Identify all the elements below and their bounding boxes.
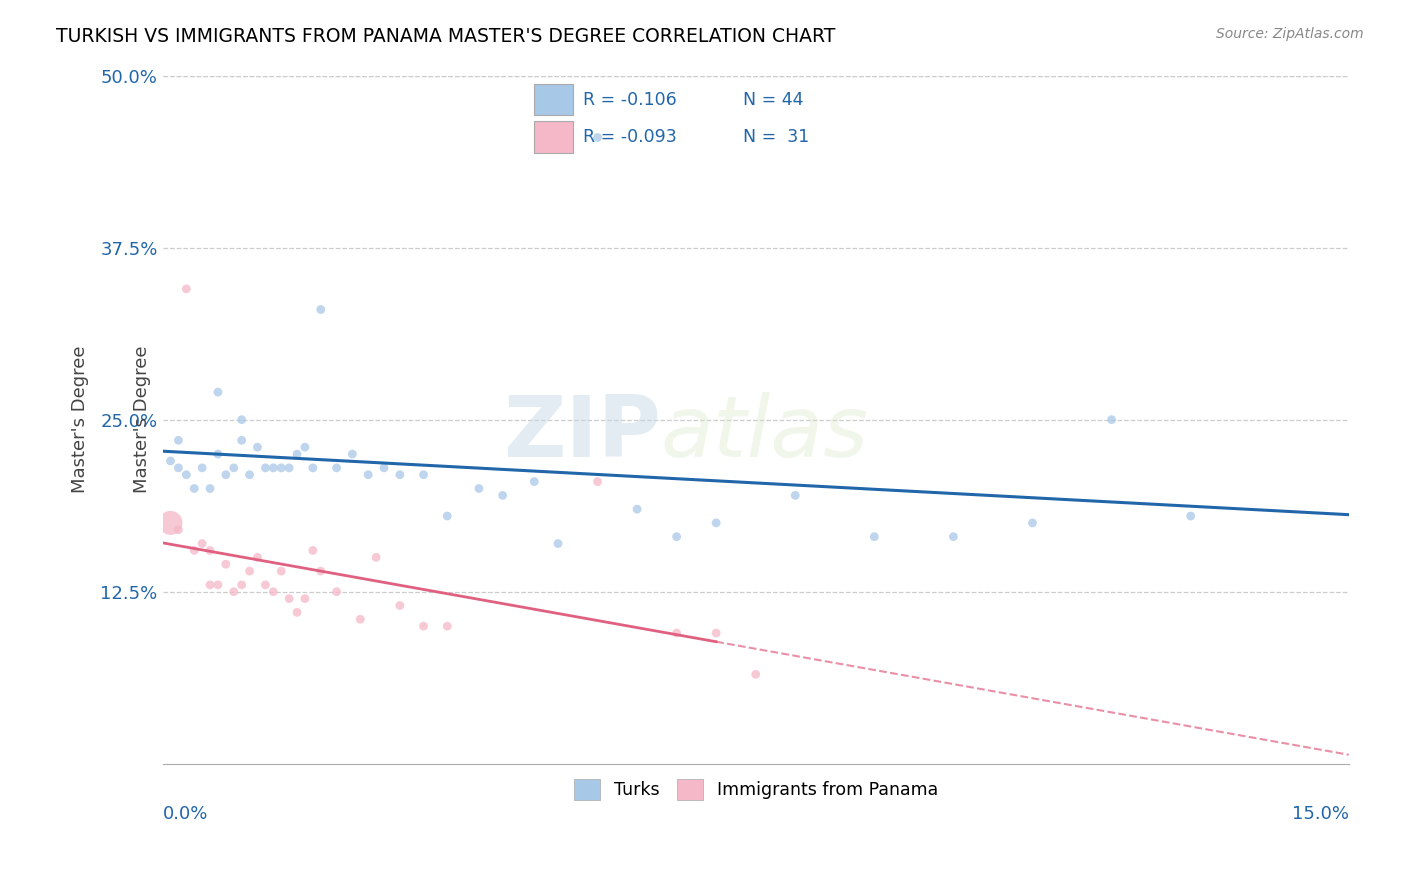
Point xyxy=(270,460,292,475)
Point xyxy=(468,482,491,496)
Point xyxy=(586,475,609,489)
Point xyxy=(436,509,458,524)
Point xyxy=(436,619,458,633)
Point xyxy=(246,550,269,565)
Y-axis label: Master's Degree: Master's Degree xyxy=(134,346,152,493)
Point xyxy=(665,530,688,544)
Text: TURKISH VS IMMIGRANTS FROM PANAMA MASTER'S DEGREE CORRELATION CHART: TURKISH VS IMMIGRANTS FROM PANAMA MASTER… xyxy=(56,27,835,45)
Point xyxy=(357,467,380,482)
Point xyxy=(366,550,388,565)
Point xyxy=(191,460,214,475)
Legend: Turks, Immigrants from Panama: Turks, Immigrants from Panama xyxy=(567,772,945,806)
Point xyxy=(309,302,332,317)
Point xyxy=(665,626,688,640)
Point xyxy=(198,482,221,496)
Point xyxy=(231,578,253,592)
Point xyxy=(207,385,229,400)
Point xyxy=(523,475,546,489)
Point xyxy=(349,612,371,626)
Text: atlas: atlas xyxy=(661,392,869,475)
Point xyxy=(547,536,569,550)
Point xyxy=(704,626,727,640)
Point xyxy=(1101,412,1123,426)
Point xyxy=(412,619,434,633)
Point xyxy=(262,460,284,475)
Point xyxy=(198,543,221,558)
Point xyxy=(302,460,325,475)
Point xyxy=(159,454,181,468)
Point xyxy=(215,467,238,482)
Point xyxy=(412,467,434,482)
Point xyxy=(222,460,245,475)
Point xyxy=(285,606,308,620)
Point xyxy=(294,591,316,606)
Text: 15.0%: 15.0% xyxy=(1292,805,1348,823)
Point xyxy=(270,564,292,578)
Point xyxy=(176,282,198,296)
Point xyxy=(191,536,214,550)
Text: Source: ZipAtlas.com: Source: ZipAtlas.com xyxy=(1216,27,1364,41)
Point xyxy=(176,467,198,482)
Point xyxy=(159,516,181,530)
Point xyxy=(246,440,269,454)
Point xyxy=(785,488,807,502)
Point xyxy=(183,482,205,496)
Point xyxy=(1021,516,1043,530)
Point xyxy=(239,467,262,482)
Point xyxy=(231,412,253,426)
Point xyxy=(388,599,411,613)
Text: 0.0%: 0.0% xyxy=(163,805,208,823)
Point xyxy=(207,447,229,461)
Point xyxy=(1180,509,1202,524)
Point xyxy=(278,591,301,606)
Point xyxy=(491,488,513,502)
Point xyxy=(342,447,364,461)
Point xyxy=(262,584,284,599)
Point xyxy=(942,530,965,544)
Point xyxy=(586,130,609,145)
Point xyxy=(215,558,238,572)
Point xyxy=(207,578,229,592)
Point xyxy=(167,523,190,537)
Point xyxy=(231,434,253,448)
Point xyxy=(626,502,648,516)
Point xyxy=(167,460,190,475)
Point xyxy=(294,440,316,454)
Point xyxy=(309,564,332,578)
Point xyxy=(167,434,190,448)
Point xyxy=(239,564,262,578)
Point xyxy=(278,460,301,475)
Point xyxy=(285,447,308,461)
Point xyxy=(254,578,277,592)
Point xyxy=(863,530,886,544)
Point xyxy=(373,460,395,475)
Point xyxy=(222,584,245,599)
Point xyxy=(183,543,205,558)
Point xyxy=(325,460,347,475)
Y-axis label: Master's Degree: Master's Degree xyxy=(72,346,89,493)
Point xyxy=(744,667,766,681)
Point xyxy=(302,543,325,558)
Point xyxy=(704,516,727,530)
Text: ZIP: ZIP xyxy=(503,392,661,475)
Point xyxy=(388,467,411,482)
Point xyxy=(254,460,277,475)
Point xyxy=(325,584,347,599)
Point xyxy=(198,578,221,592)
